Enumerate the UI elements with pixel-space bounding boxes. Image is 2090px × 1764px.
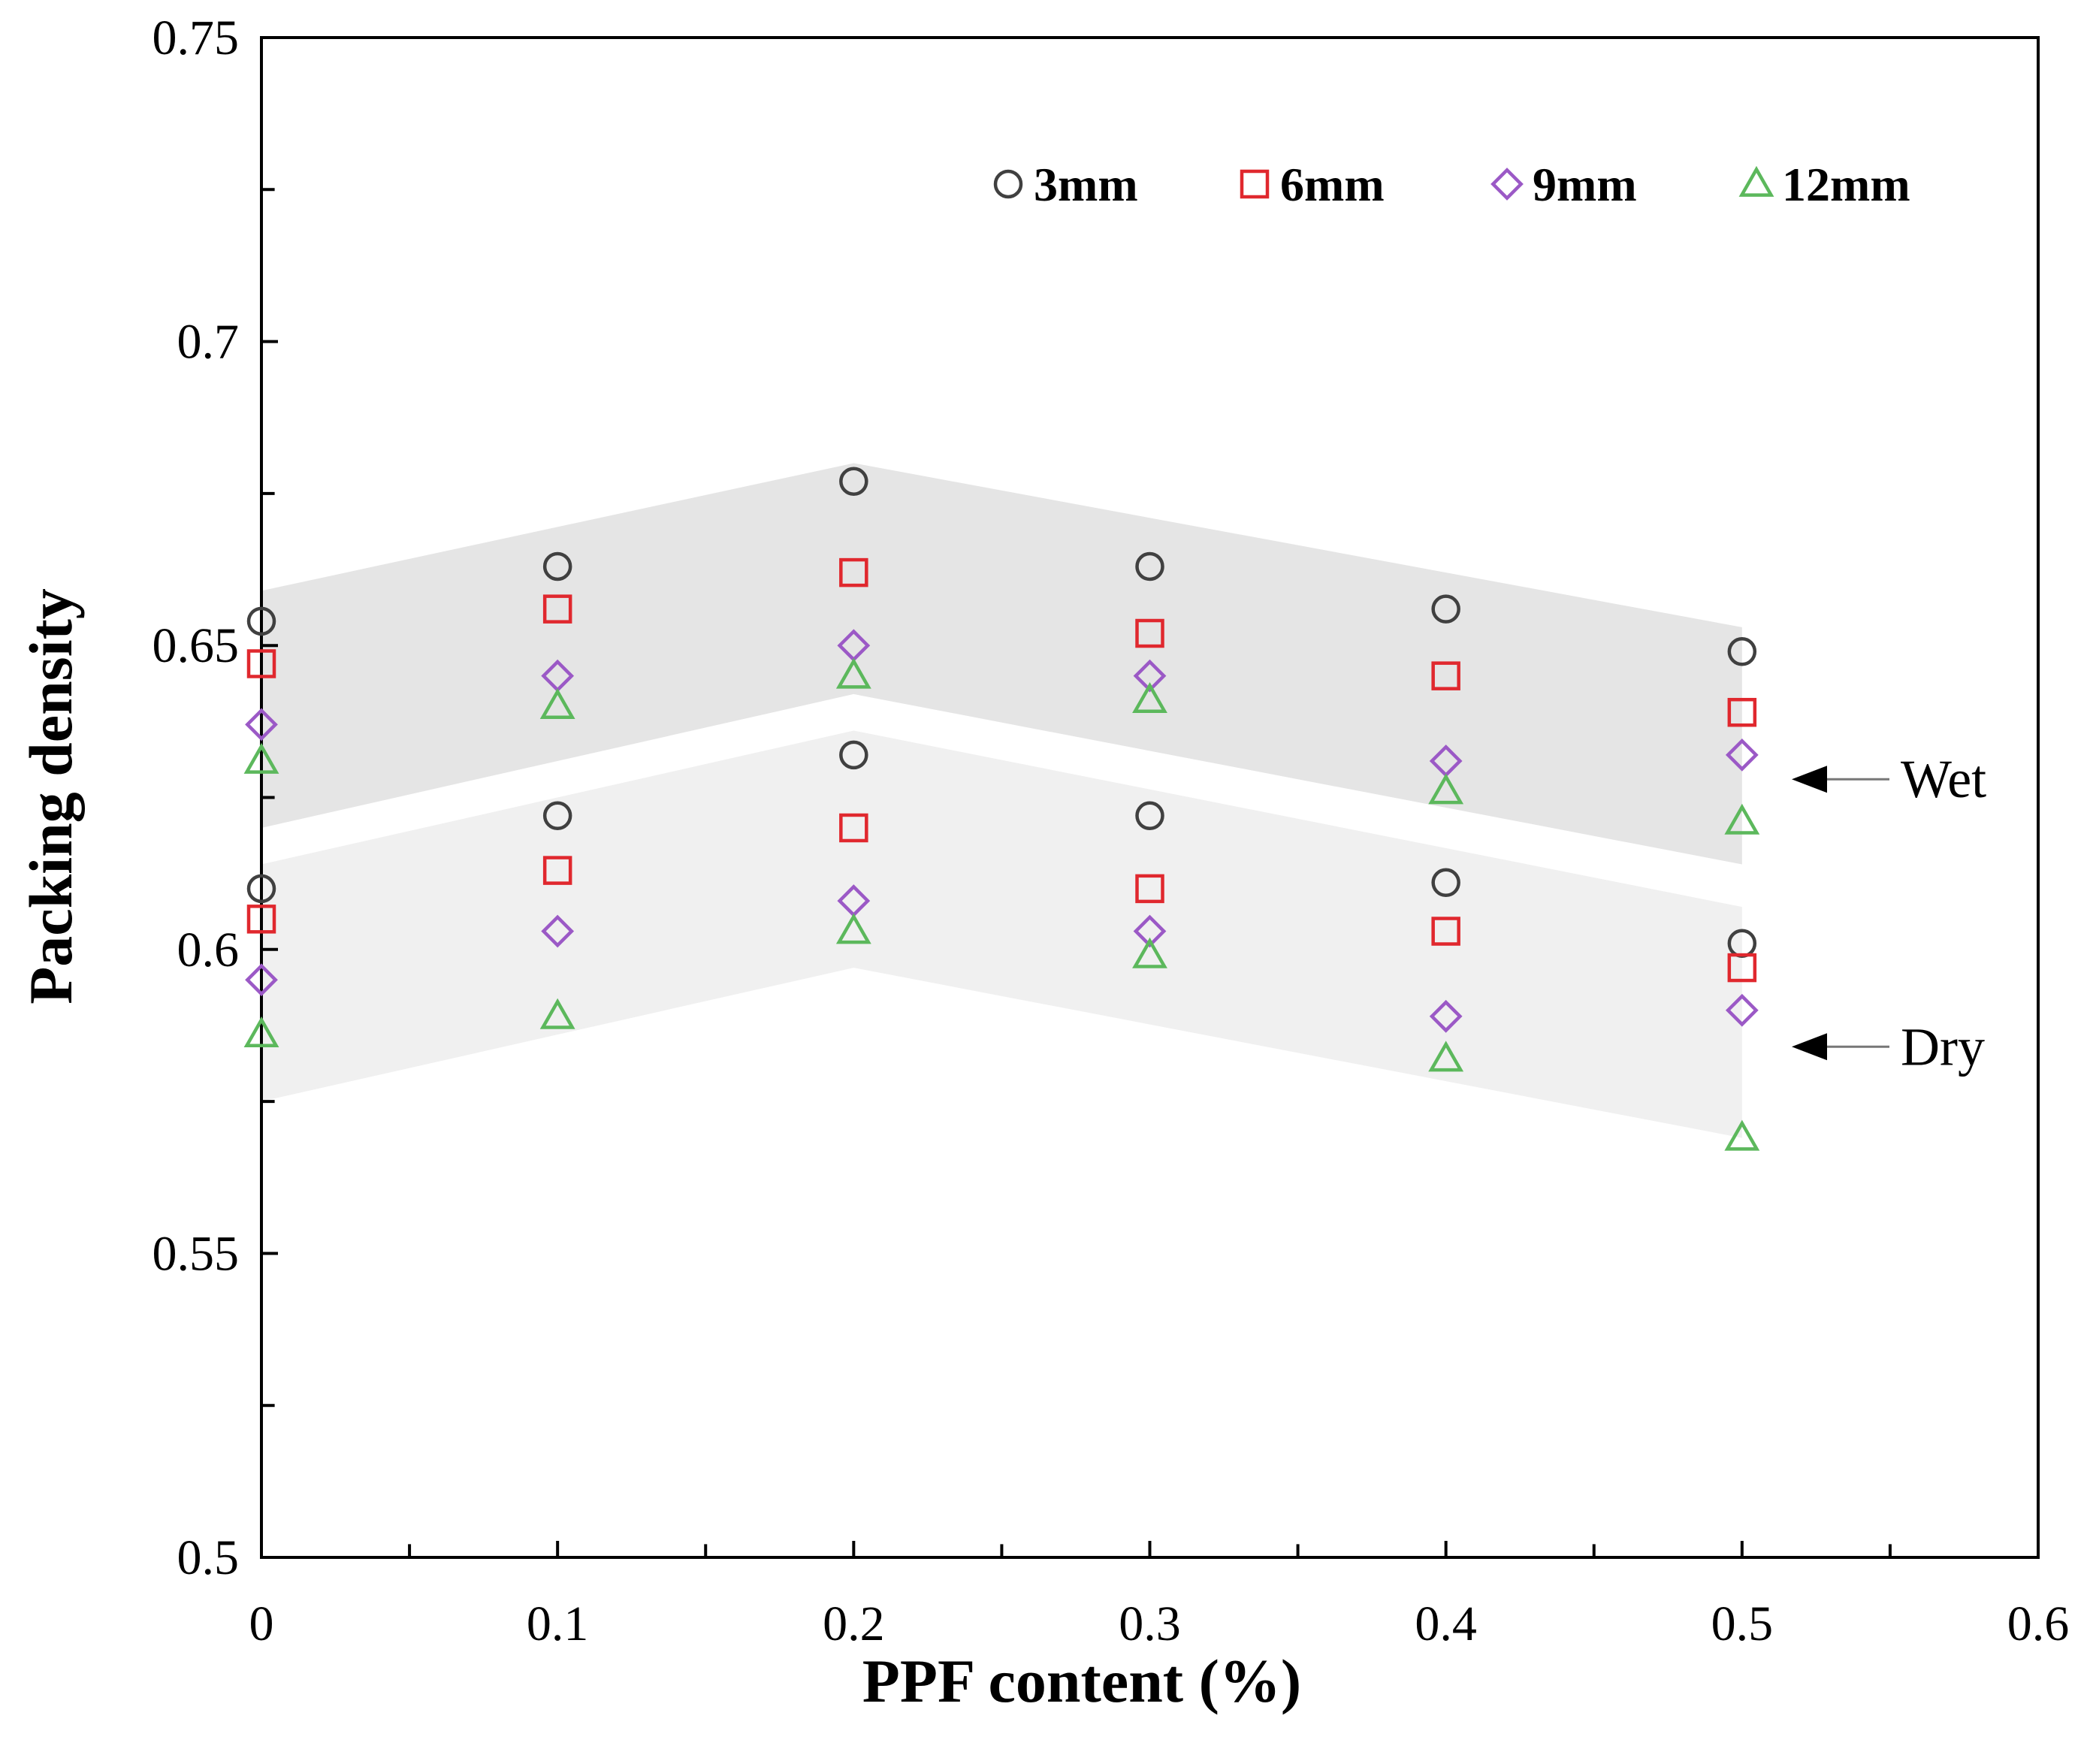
legend-marker-9mm	[1490, 168, 1524, 201]
point-3mm-wet	[542, 551, 572, 581]
annotation-dry: Dry	[1901, 1016, 1985, 1077]
annotation-wet: Wet	[1901, 749, 1986, 809]
point-6mm-wet	[542, 594, 572, 624]
point-9mm-dry	[541, 914, 575, 948]
x-tick-label: 0.3	[1119, 1596, 1181, 1651]
point-3mm-wet	[839, 467, 868, 496]
plot-frame	[260, 36, 2040, 1559]
band-wet	[261, 463, 1742, 865]
point-12mm-wet	[835, 657, 871, 689]
point-6mm-dry	[246, 905, 276, 934]
x-tick-label: 0.5	[1711, 1596, 1774, 1651]
y-tick-label: 0.6	[177, 923, 240, 977]
point-6mm-dry	[1727, 953, 1757, 983]
point-12mm-dry	[539, 998, 575, 1029]
x-tick-labels: 0 0.1 0.2 0.3 0.4 0.5 0.6	[249, 1596, 2070, 1651]
point-9mm-dry	[245, 963, 278, 997]
point-3mm-wet	[1135, 551, 1164, 581]
x-tick-label: 0.1	[527, 1596, 589, 1651]
point-3mm-dry	[1135, 801, 1164, 831]
x-tick-label: 0	[249, 1596, 274, 1651]
point-6mm-wet	[1431, 661, 1460, 690]
legend-marker-6mm	[1240, 169, 1270, 199]
point-3mm-wet	[1727, 637, 1757, 666]
point-12mm-wet	[1724, 803, 1760, 835]
point-12mm-wet	[243, 742, 279, 774]
point-9mm-dry	[1725, 993, 1759, 1027]
y-tick-label: 0.65	[153, 618, 240, 673]
y-axis-title: Packing density	[17, 588, 85, 1004]
point-3mm-dry	[542, 801, 572, 831]
point-6mm-dry	[1135, 874, 1164, 904]
point-12mm-wet	[539, 688, 575, 720]
annotations: Wet Dry	[1792, 749, 1986, 1077]
point-9mm-wet	[245, 708, 278, 742]
legend-label-3mm: 3mm	[1034, 158, 1138, 211]
legend-marker-3mm	[993, 169, 1023, 199]
ticks-layer	[260, 36, 2040, 1559]
point-12mm-dry	[1428, 1041, 1464, 1072]
point-12mm-wet	[1428, 773, 1464, 805]
x-tick-label: 0.6	[2007, 1596, 2070, 1651]
point-12mm-dry	[243, 1016, 279, 1048]
bands-layer	[261, 463, 1742, 1138]
point-9mm-dry	[1429, 999, 1463, 1033]
y-tick-label: 0.75	[153, 11, 240, 65]
x-tick-label: 0.4	[1415, 1596, 1477, 1651]
point-9mm-wet	[1133, 659, 1167, 693]
legend-label-6mm: 6mm	[1280, 158, 1385, 211]
points-layer	[243, 467, 1760, 1151]
point-12mm-wet	[1132, 681, 1167, 713]
y-tick-label: 0.55	[153, 1226, 240, 1281]
point-12mm-dry	[1132, 937, 1167, 968]
point-6mm-dry	[1431, 917, 1460, 946]
point-6mm-wet	[839, 557, 868, 587]
x-axis-title: PPF content (%)	[862, 1647, 1301, 1715]
point-12mm-dry	[835, 913, 871, 944]
point-3mm-dry	[1431, 868, 1460, 898]
point-12mm-dry	[1724, 1119, 1760, 1151]
annotation-arrow-head	[1792, 1033, 1827, 1061]
legend-label-12mm: 12mm	[1782, 158, 1910, 211]
point-3mm-dry	[246, 874, 276, 904]
point-6mm-wet	[246, 649, 276, 678]
legend-marker-12mm	[1738, 165, 1774, 197]
annotation-arrow-head	[1792, 766, 1827, 793]
point-9mm-dry	[1133, 914, 1167, 948]
point-9mm-wet	[1725, 738, 1759, 772]
legend: 3mm 6mm 9mm 12mm	[993, 158, 1910, 211]
point-6mm-dry	[839, 813, 868, 843]
y-tick-labels: 0.5 0.55 0.6 0.65 0.7 0.75	[153, 11, 240, 1585]
point-6mm-wet	[1135, 618, 1164, 648]
point-3mm-wet	[246, 606, 276, 636]
point-3mm-dry	[839, 740, 868, 770]
x-tick-label: 0.2	[823, 1596, 885, 1651]
legend-label-9mm: 9mm	[1533, 158, 1637, 211]
y-tick-label: 0.5	[177, 1530, 240, 1585]
band-dry	[261, 730, 1742, 1138]
point-3mm-wet	[1431, 594, 1460, 624]
point-6mm-dry	[542, 856, 572, 885]
point-6mm-wet	[1727, 697, 1757, 727]
y-tick-label: 0.7	[177, 315, 240, 370]
